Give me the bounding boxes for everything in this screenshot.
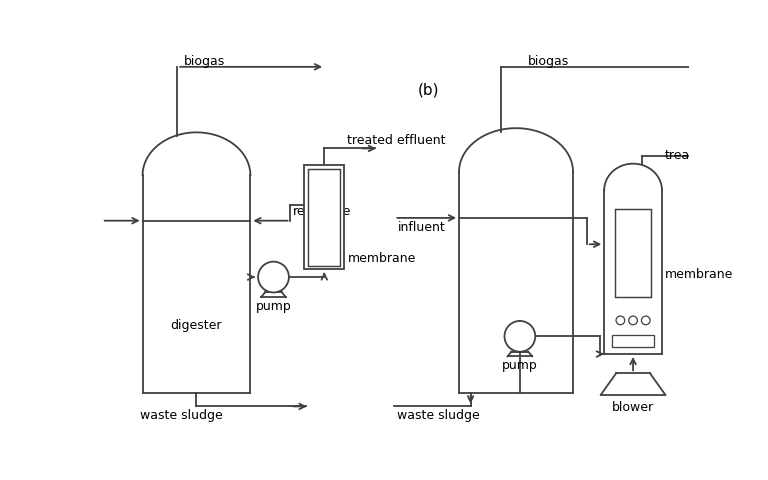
Text: waste sludge: waste sludge [140, 409, 223, 422]
Text: (b): (b) [418, 82, 439, 97]
Text: waste sludge: waste sludge [397, 409, 479, 422]
Bar [304, 166, 344, 269]
Bar [308, 169, 340, 265]
Text: treated effluent: treated effluent [347, 134, 446, 147]
Circle shape [616, 316, 624, 325]
Text: trea: trea [665, 149, 690, 162]
Circle shape [629, 316, 637, 325]
Text: pump: pump [502, 360, 538, 372]
Circle shape [505, 321, 535, 352]
Circle shape [641, 316, 650, 325]
Text: retentate: retentate [293, 204, 351, 217]
Text: influent: influent [399, 221, 446, 234]
Text: digester: digester [170, 319, 222, 332]
Text: biogas: biogas [528, 55, 569, 68]
Circle shape [258, 262, 289, 292]
Text: pump: pump [256, 300, 291, 313]
Text: biogas: biogas [184, 55, 224, 68]
Text: membrane: membrane [665, 268, 733, 281]
Text: blower: blower [612, 401, 654, 414]
Bar [615, 209, 651, 298]
Bar [612, 335, 654, 347]
Text: membrane: membrane [347, 252, 415, 265]
